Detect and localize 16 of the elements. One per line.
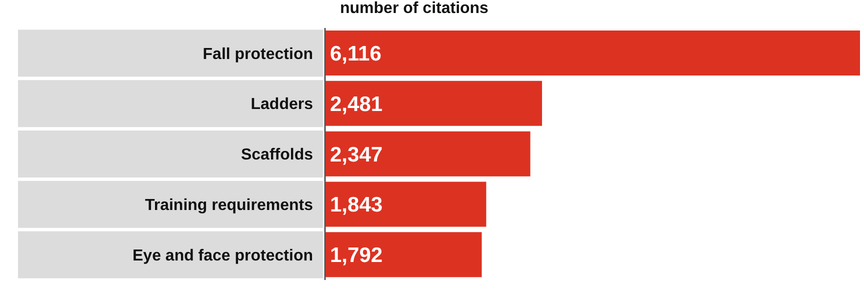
data-label: 6,116 xyxy=(330,42,382,66)
bar xyxy=(325,232,482,278)
bar xyxy=(325,182,486,227)
data-label: 2,481 xyxy=(330,92,383,116)
data-label: 1,792 xyxy=(330,244,383,268)
chart-title: number of citations xyxy=(340,0,488,18)
data-label: 2,347 xyxy=(330,143,383,166)
y-tick-label: Scaffolds xyxy=(240,146,314,164)
y-tick-label: Training requirements xyxy=(144,197,314,214)
y-tick-label: Fall protection xyxy=(202,46,313,63)
bar xyxy=(325,131,530,176)
y-tick-label: Ladders xyxy=(250,96,314,114)
y-tick-label: Eye and face protection xyxy=(132,247,313,264)
bar xyxy=(325,80,542,126)
bar xyxy=(325,30,860,76)
data-label: 1,843 xyxy=(330,194,383,217)
